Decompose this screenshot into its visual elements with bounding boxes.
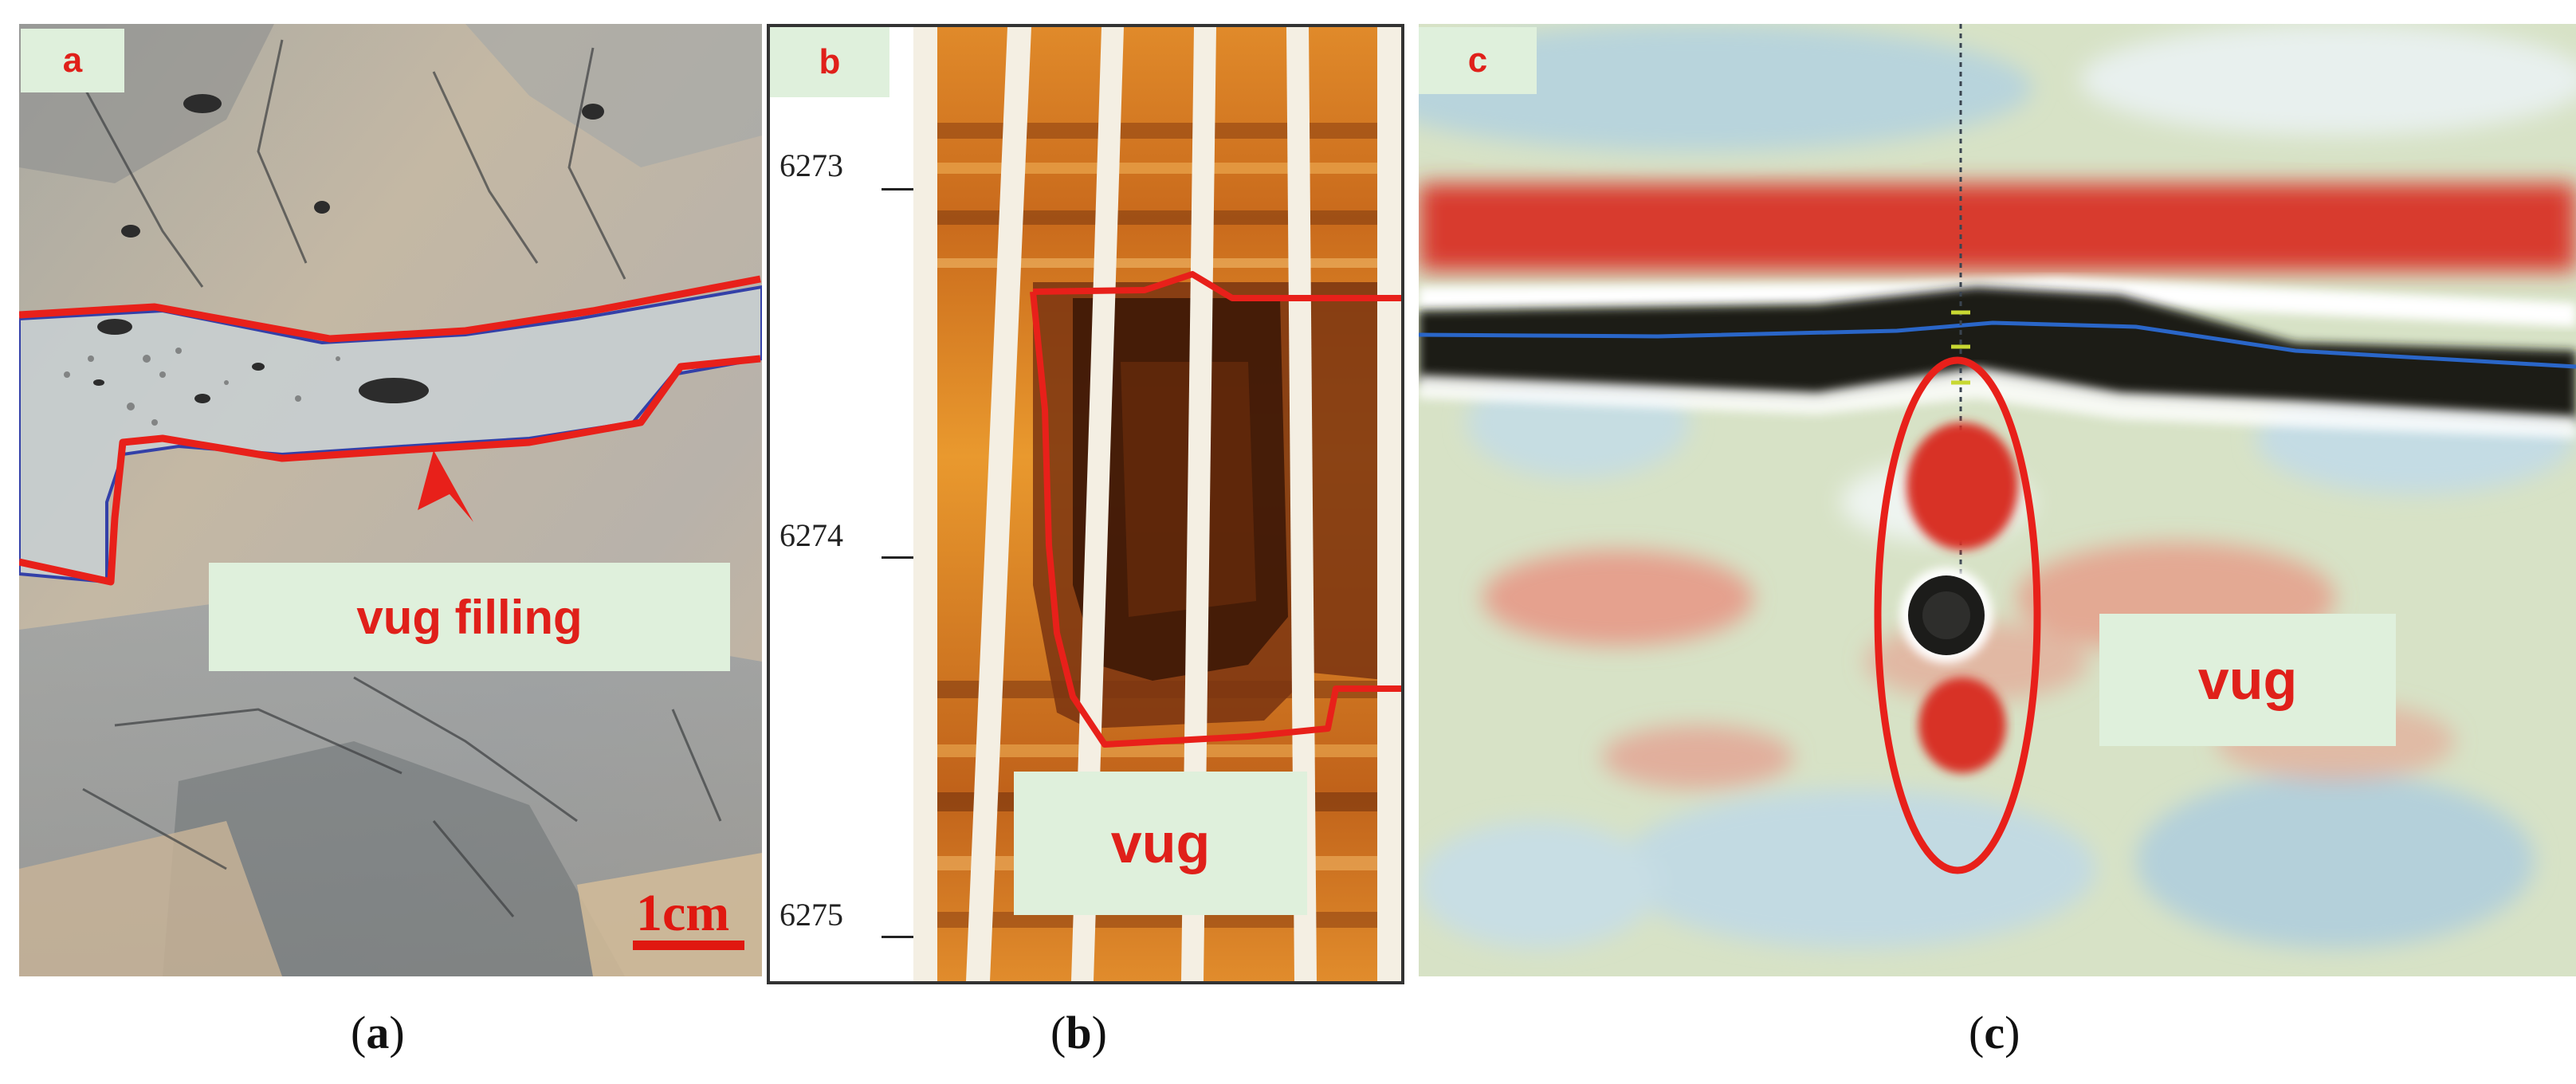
depth-tick-6275 <box>882 936 917 938</box>
depth-label-6273: 6273 <box>779 147 843 183</box>
caption-a-letter: a <box>366 1007 390 1058</box>
core-photo <box>19 24 762 976</box>
caption-c: (c) <box>1969 1007 2020 1058</box>
caption-c-letter: c <box>1984 1007 2005 1058</box>
vug-label-c: vug <box>2099 614 2396 746</box>
caption-b-letter: b <box>1066 1007 1092 1058</box>
seismic-panel: c vug <box>1419 24 2576 976</box>
image-log-panel: vug <box>913 27 1401 981</box>
caption-a: (a) <box>351 1007 405 1058</box>
caption-b: (b) <box>1050 1007 1107 1058</box>
depth-label-6274: 6274 <box>779 517 843 553</box>
seismic-section <box>1419 24 2576 976</box>
vug-label-b: vug <box>1014 772 1307 915</box>
core-photo-panel: a vug filling 1cm <box>19 24 762 976</box>
panel-a-tag: a <box>21 29 124 92</box>
depth-tick-6273 <box>882 188 917 190</box>
vug-filling-label: vug filling <box>209 563 730 671</box>
depth-tick-6274 <box>882 556 917 559</box>
panel-b-tag: b <box>770 27 889 97</box>
scale-bar-label: 1cm <box>636 884 730 942</box>
panel-c-tag: c <box>1419 27 1537 94</box>
depth-label-6275: 6275 <box>779 897 843 933</box>
